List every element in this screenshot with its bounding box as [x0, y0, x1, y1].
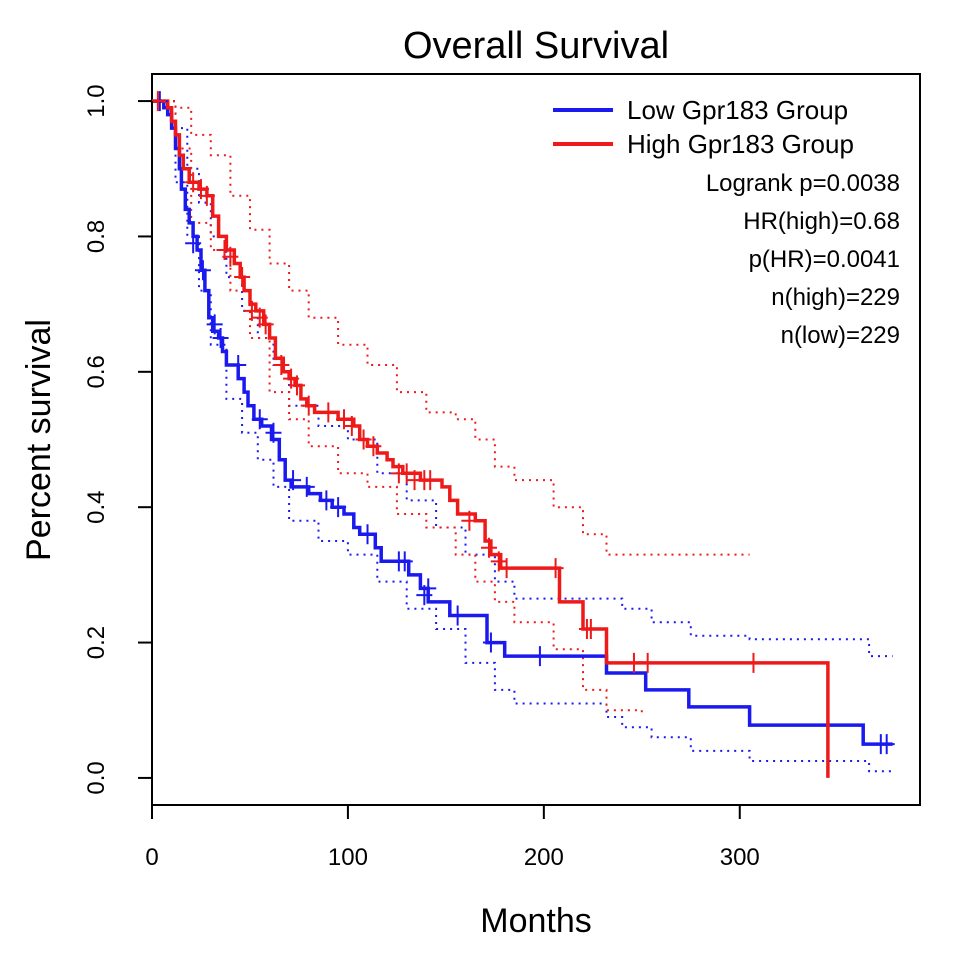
censor-mark-high [343, 415, 360, 436]
censor-mark-high [547, 558, 564, 579]
censor-mark-high [355, 429, 372, 450]
censor-mark-high [300, 395, 317, 416]
censor-mark-low [194, 260, 211, 281]
legend: Low Gpr183 Group High Gpr183 Group [553, 95, 854, 159]
censor-mark-high [288, 375, 305, 396]
censor-mark-low [330, 497, 347, 518]
censor-mark-high [257, 314, 274, 335]
censor-mark-low [449, 605, 466, 626]
censor-mark-low [212, 327, 229, 348]
censor-mark-high [625, 652, 642, 673]
confidence-intervals [152, 100, 893, 773]
y-tick-label: 0.0 [83, 761, 110, 794]
survival-curves [152, 99, 893, 778]
censor-mark-high [480, 537, 497, 558]
stat-annotation: p(HR)=0.0041 [749, 246, 900, 273]
stat-annotation: Logrank p=0.0038 [706, 170, 900, 197]
ci-lower-low [152, 100, 893, 773]
censor-mark-low [359, 524, 376, 545]
censor-mark-low [420, 578, 437, 599]
chart-title: Overall Survival [403, 25, 669, 67]
censor-mark-high [639, 652, 656, 673]
censor-mark-high [234, 267, 251, 288]
censor-mark-high [365, 436, 382, 457]
censor-mark-low [878, 734, 895, 755]
censor-mark-low [531, 646, 548, 667]
survival-curve-high [152, 99, 830, 778]
stat-annotation: n(low)=229 [781, 322, 900, 349]
survival-curve-low [152, 99, 893, 746]
censor-mark-low [265, 422, 282, 443]
censor-mark-high [461, 510, 478, 531]
x-axis: 0 100 200 300 [145, 804, 760, 871]
censor-mark-high [198, 185, 215, 206]
censor-mark-low [185, 233, 202, 254]
censor-mark-high [422, 470, 439, 491]
censor-mark-high [745, 652, 762, 673]
censor-marks [149, 91, 895, 755]
legend-label: Low Gpr183 Group [627, 95, 848, 125]
censor-mark-low [318, 490, 335, 511]
ci-lower-high [152, 100, 643, 717]
legend-label: High Gpr183 Group [627, 129, 854, 159]
censor-mark-low [482, 632, 499, 653]
censor-mark-low [230, 355, 247, 376]
y-tick-label: 0.4 [83, 490, 110, 523]
x-tick-label: 200 [524, 844, 564, 871]
censor-mark-high [222, 246, 239, 267]
y-tick-label: 0.6 [83, 355, 110, 388]
censor-mark-high [582, 619, 599, 640]
stat-annotation: n(high)=229 [771, 284, 900, 311]
x-axis-title: Months [480, 902, 592, 940]
censor-mark-high [320, 402, 337, 423]
y-tick-label: 0.8 [83, 220, 110, 253]
censor-mark-low [396, 551, 413, 572]
stat-annotation: HR(high)=0.68 [743, 208, 900, 235]
y-tick-label: 1.0 [83, 84, 110, 117]
censor-mark-low [285, 470, 302, 491]
censor-mark-low [251, 409, 268, 430]
censor-mark-low [206, 314, 223, 335]
y-axis-title: Percent survival [20, 319, 58, 561]
censor-mark-high [273, 355, 290, 376]
ci-upper-high [152, 100, 750, 556]
x-tick-label: 0 [145, 844, 158, 871]
censor-mark-high [149, 91, 166, 112]
censor-mark-high [498, 558, 515, 579]
x-tick-label: 300 [720, 844, 760, 871]
y-axis: 0.0 0.2 0.4 0.6 0.8 1.0 [83, 84, 153, 795]
statistics-annotations: Logrank p=0.0038 HR(high)=0.68 p(HR)=0.004… [706, 170, 900, 349]
censor-mark-low [298, 476, 315, 497]
y-tick-label: 0.2 [83, 626, 110, 659]
x-tick-label: 100 [328, 844, 368, 871]
